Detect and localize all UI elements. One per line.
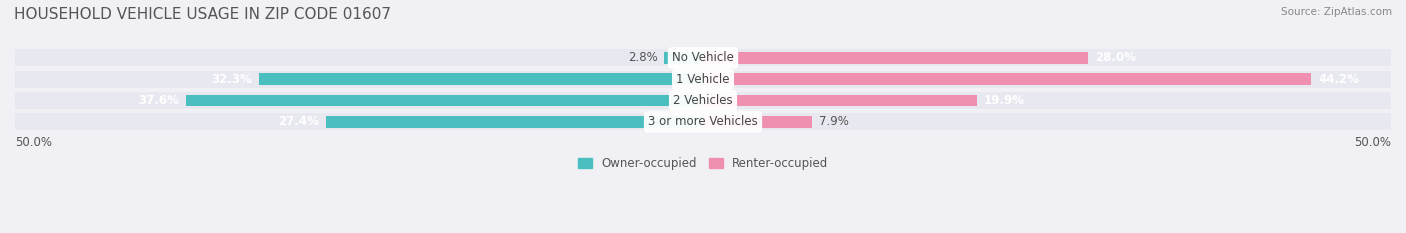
Text: 27.4%: 27.4% [278, 116, 319, 128]
Text: 37.6%: 37.6% [138, 94, 179, 107]
Text: 2 Vehicles: 2 Vehicles [673, 94, 733, 107]
Bar [186, 95, 703, 106]
Legend: Owner-occupied, Renter-occupied: Owner-occupied, Renter-occupied [578, 158, 828, 171]
Text: HOUSEHOLD VEHICLE USAGE IN ZIP CODE 01607: HOUSEHOLD VEHICLE USAGE IN ZIP CODE 0160… [14, 7, 391, 22]
Text: 3 or more Vehicles: 3 or more Vehicles [648, 116, 758, 128]
Bar [15, 49, 1391, 66]
Text: 44.2%: 44.2% [1317, 73, 1360, 86]
Bar [703, 73, 1312, 85]
Text: 50.0%: 50.0% [15, 137, 52, 150]
Bar [15, 92, 1391, 109]
Bar [326, 116, 703, 128]
Bar [703, 95, 977, 106]
Text: No Vehicle: No Vehicle [672, 51, 734, 64]
Bar [665, 52, 703, 64]
Text: 50.0%: 50.0% [1354, 137, 1391, 150]
Text: 28.0%: 28.0% [1095, 51, 1136, 64]
Bar [703, 52, 1088, 64]
Text: 19.9%: 19.9% [984, 94, 1025, 107]
Text: 2.8%: 2.8% [628, 51, 658, 64]
Bar [15, 113, 1391, 130]
Text: 32.3%: 32.3% [211, 73, 252, 86]
Text: 7.9%: 7.9% [818, 116, 848, 128]
Text: 1 Vehicle: 1 Vehicle [676, 73, 730, 86]
Bar [703, 116, 811, 128]
Bar [259, 73, 703, 85]
Text: Source: ZipAtlas.com: Source: ZipAtlas.com [1281, 7, 1392, 17]
Bar [15, 71, 1391, 88]
